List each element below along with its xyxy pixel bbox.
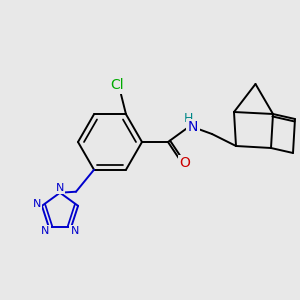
Text: Cl: Cl bbox=[110, 78, 124, 92]
Text: N: N bbox=[33, 199, 41, 209]
Text: N: N bbox=[70, 226, 79, 236]
Text: O: O bbox=[180, 156, 190, 170]
Text: N: N bbox=[41, 226, 50, 236]
Text: N: N bbox=[188, 120, 198, 134]
Text: N: N bbox=[56, 183, 64, 193]
Text: H: H bbox=[183, 112, 193, 125]
